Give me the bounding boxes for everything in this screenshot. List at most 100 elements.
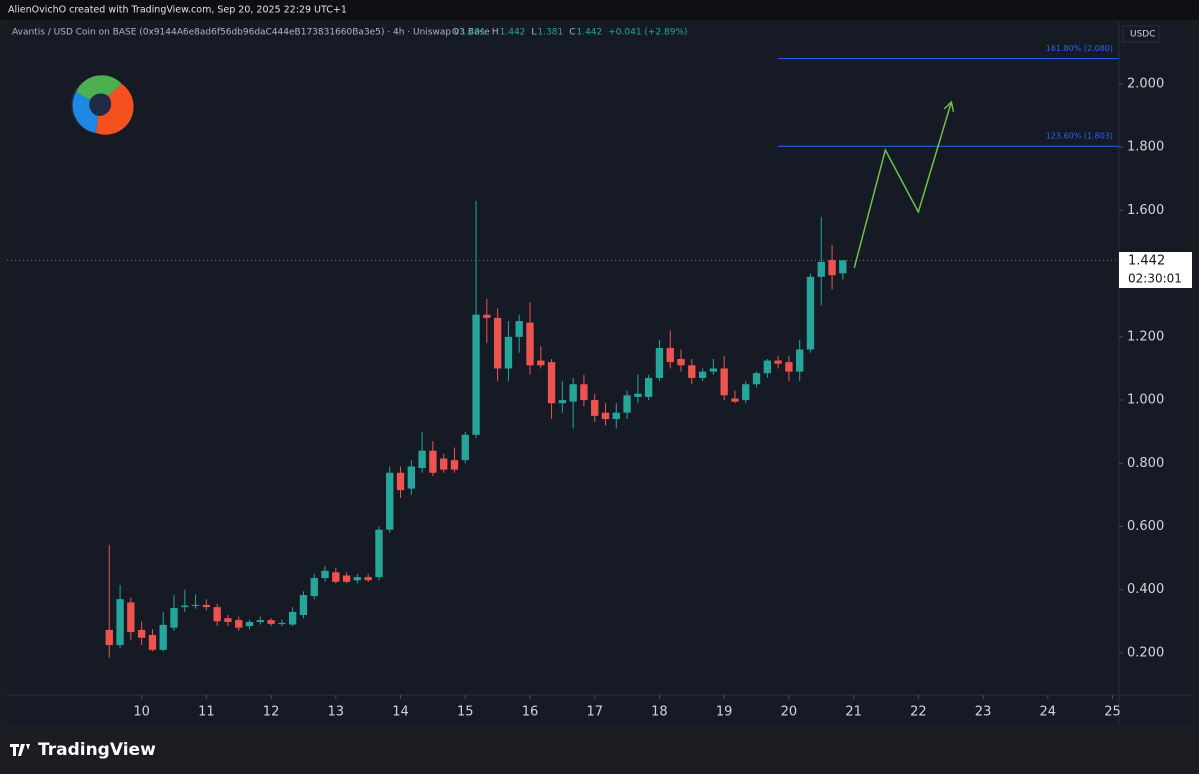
footer-logo [10,744,30,756]
last-price-box [1119,252,1192,288]
candle-body [547,362,556,404]
candle-body [105,629,113,646]
candle-body [407,466,416,489]
candle-body [623,395,631,413]
x-tick-label: 19 [716,705,733,720]
last-price: 1.442 [1128,254,1165,269]
candle-body [375,529,383,578]
candle-body [332,572,340,582]
candle-body [731,398,739,402]
logo-part [96,84,134,135]
candle-body [752,373,761,385]
candle-body [709,368,718,372]
candle-body [796,349,804,372]
candle-body [288,611,297,625]
candle-body [644,377,653,397]
y-tick-label: 1.600 [1127,203,1164,218]
x-tick-label: 21 [845,705,862,720]
ohlc-value: 1.442 [500,28,526,38]
ohlc-value: 1.442 [576,28,602,38]
y-tick-label: 0.200 [1127,645,1164,660]
ohlc-value: 1.381 [537,28,563,38]
x-tick-label: 22 [910,705,927,720]
candle-body [785,362,793,372]
x-tick-label: 24 [1040,705,1057,720]
x-tick-label: 18 [651,705,668,720]
candle-body [353,577,362,581]
fib-label: 123.60% (1.803) [1046,132,1113,141]
candle-body [342,575,351,582]
candle-body [127,602,135,633]
ohlc-key: H [492,28,499,38]
candle-body [612,412,620,420]
footer-brand: TradingView [38,740,156,760]
ohlc-key: O [452,28,459,38]
y-tick-label: 0.800 [1127,456,1164,471]
footer-icon [10,744,30,756]
x-tick-label: 11 [198,705,215,720]
candle-body [181,605,189,608]
candle-body [202,604,211,608]
candle-body [677,358,685,366]
y-tick-label: 0.600 [1127,519,1164,534]
candle-body [256,620,264,622]
candle-body [742,384,750,401]
candle-body [601,412,610,420]
ohlc-legend: O 1.401 H 1.442 L 1.381 C 1.442 +0.041 (+2.89%) [452,28,688,38]
candle-body [774,360,782,364]
y-tick-label: 2.000 [1127,76,1164,91]
candle-body [386,472,394,530]
logo-part [76,75,122,100]
header-text: AlienOvichO created with TradingView.com… [8,5,347,16]
candle-body [817,261,825,277]
x-tick-label: 17 [586,705,603,720]
y-tick-label: 1.200 [1127,329,1164,344]
candle-body [159,624,167,650]
candle-body [299,595,308,616]
candle-body [310,578,318,597]
candle-body [235,620,243,628]
fib-label: 161.80% (2.080) [1046,44,1113,53]
x-tick-label: 20 [781,705,798,720]
header-bar [0,0,1199,20]
candle-body [515,321,523,337]
x-tick-label: 25 [1104,705,1121,720]
candle-body [321,570,329,579]
projection-path [853,101,953,269]
candle-body [537,360,545,366]
y-tick-label: 1.000 [1127,393,1164,408]
candle-body [569,384,577,402]
candle-body [483,314,491,318]
y-tick-label: 1.800 [1127,140,1164,155]
candle-body [580,384,588,401]
candle-body [170,608,178,628]
candle-body [364,577,372,581]
candle-body [763,360,772,374]
countdown: 02:30:01 [1128,272,1182,286]
candle-body [558,400,567,404]
candle-body [450,460,459,470]
x-tick-label: 12 [263,705,280,720]
candle-body [806,276,815,350]
x-tick-label: 13 [328,705,345,720]
candle-body [245,621,254,627]
plot-background [7,22,1192,725]
symbol-legend: Avantis / USD Coin on BASE (0x9144A6e8ad… [12,28,490,38]
candle-body [828,260,836,276]
candle-body [666,347,674,363]
candle-body [213,607,221,622]
x-tick-label: 14 [392,705,409,720]
candle-body [429,450,437,473]
candle-body [698,371,707,378]
candle-body [191,604,200,606]
candle-body [461,434,469,461]
logo [71,75,134,135]
ohlc-change: +0.041 (+2.89%) [608,28,687,38]
candle-body [472,314,480,435]
candle-body [396,472,405,491]
currency-box [1122,25,1160,43]
x-tick-label: 15 [457,705,474,720]
x-tick-label: 23 [975,705,992,720]
ohlc-key: L [531,28,536,38]
